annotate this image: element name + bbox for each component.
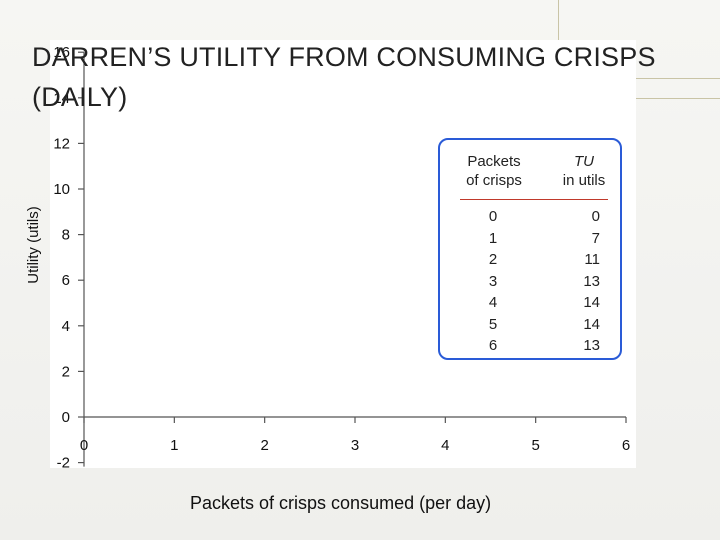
tu-cell: 14 [583, 315, 600, 333]
tu-cell: 0 [591, 208, 600, 225]
tu-header-line-2: in utils [562, 172, 606, 189]
tu-column-header: TU in utils [548, 152, 620, 190]
x-tick-label: 2 [260, 437, 268, 454]
decorative-corner-frame [558, 0, 720, 79]
x-tick-label: 3 [351, 437, 359, 454]
x-tick-label: 5 [531, 437, 539, 454]
utility-table: Packets of crisps TU in utils 0 1 2 3 4 5 6 0 7… [438, 138, 622, 360]
y-tick-label: 4 [62, 318, 70, 335]
table-header-rule [460, 199, 608, 200]
title-line-1: DARREN’S UTILITY FROM CONSUMING CRISPS [32, 42, 656, 72]
tu-column: 0 7 11 13 14 14 13 [560, 206, 600, 357]
packets-cell: 1 [488, 229, 498, 247]
y-tick-label: 6 [62, 272, 70, 289]
packets-column: 0 1 2 3 4 5 6 [470, 206, 516, 357]
packets-cell: 4 [488, 294, 498, 311]
y-tick-label: 8 [62, 227, 70, 244]
y-axis-label: Utility (utils) [25, 206, 42, 284]
x-axis-label: Packets of crisps consumed (per day) [190, 493, 492, 513]
y-tick-label: 16 [53, 44, 70, 61]
packets-cell: 2 [488, 251, 498, 268]
tu-cell: 13 [583, 272, 600, 290]
title-line-2: (DAILY) [32, 82, 128, 112]
y-tick-label: 10 [53, 181, 70, 198]
packets-cell: 5 [488, 315, 498, 333]
tu-cell: 13 [583, 337, 600, 354]
tu-cell: 14 [583, 294, 600, 311]
tu-cell: 7 [591, 229, 600, 247]
y-tick-label: -2 [57, 455, 70, 472]
x-tick-label: 0 [80, 437, 88, 454]
packets-header-line-1: Packets [467, 153, 521, 170]
tu-header-line-1: TU [574, 153, 594, 170]
x-tick-label: 4 [441, 437, 449, 454]
y-tick-label: 12 [53, 135, 70, 152]
packets-cell: 6 [488, 337, 498, 354]
slide-title: DARREN’S UTILITY FROM CONSUMING CRISPS (… [32, 37, 712, 117]
decorative-corner-line [585, 98, 720, 99]
packets-column-header: Packets of crisps [448, 152, 540, 190]
y-tick-label: 2 [62, 363, 70, 380]
x-tick-label: 1 [170, 437, 178, 454]
packets-cell: 3 [488, 272, 498, 290]
packets-header-line-2: of crisps [466, 172, 522, 189]
packets-cell: 0 [488, 208, 498, 225]
y-tick-label: 0 [62, 409, 70, 426]
x-tick-label: 6 [622, 437, 630, 454]
tu-cell: 11 [584, 251, 600, 268]
y-tick-label: 14 [53, 90, 70, 107]
